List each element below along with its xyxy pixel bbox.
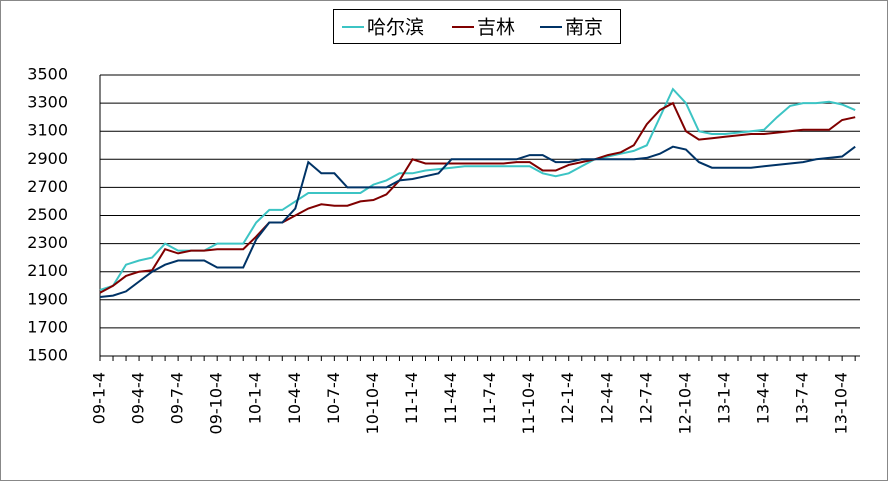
y-tick-label: 3300 [27,93,68,112]
y-tick-label: 2100 [27,261,68,280]
x-tick-label: 13-7-4 [793,372,812,424]
x-tick-label: 11-7-4 [480,372,499,424]
x-tick-label: 12-4-4 [597,372,616,424]
legend-label: 南京 [565,17,603,39]
x-tick-label: 12-1-4 [558,372,577,424]
y-tick-label: 2700 [27,177,68,196]
y-tick-label: 1500 [27,346,68,365]
x-tick-label: 13-1-4 [714,372,733,424]
series-line [99,101,856,294]
y-tick-label: 2300 [27,233,68,252]
x-tick-label: 09-10-4 [207,372,226,434]
x-tick-label: 11-1-4 [402,372,421,424]
x-tick-label: 12-10-4 [675,372,694,434]
y-tick-label: 1900 [27,289,68,308]
y-tick-label: 1700 [27,317,68,336]
y-tick-label: 2900 [27,149,68,168]
y-tick-label: 3500 [27,65,68,84]
y-tick-label: 3100 [27,121,68,140]
x-tick-label: 10-10-4 [363,372,382,434]
y-tick-label: 2500 [27,205,68,224]
legend-label: 哈尔滨 [367,17,424,39]
x-tick-label: 10-4-4 [285,372,304,424]
x-tick-label: 09-1-4 [90,372,109,424]
legend-box [333,9,621,44]
legend-label: 吉林 [477,17,515,39]
x-tick-label: 11-10-4 [519,372,538,434]
x-tick-label: 11-4-4 [441,372,460,424]
x-tick-label: 09-4-4 [129,372,148,424]
x-tick-label: 13-10-4 [832,372,851,434]
x-tick-label: 09-7-4 [168,372,187,424]
x-tick-label: 13-4-4 [754,372,773,424]
series-line [99,87,856,291]
x-tick-label: 10-7-4 [324,372,343,424]
x-tick-label: 10-1-4 [246,372,265,424]
x-tick-label: 12-7-4 [636,372,655,424]
series-line [99,145,856,298]
